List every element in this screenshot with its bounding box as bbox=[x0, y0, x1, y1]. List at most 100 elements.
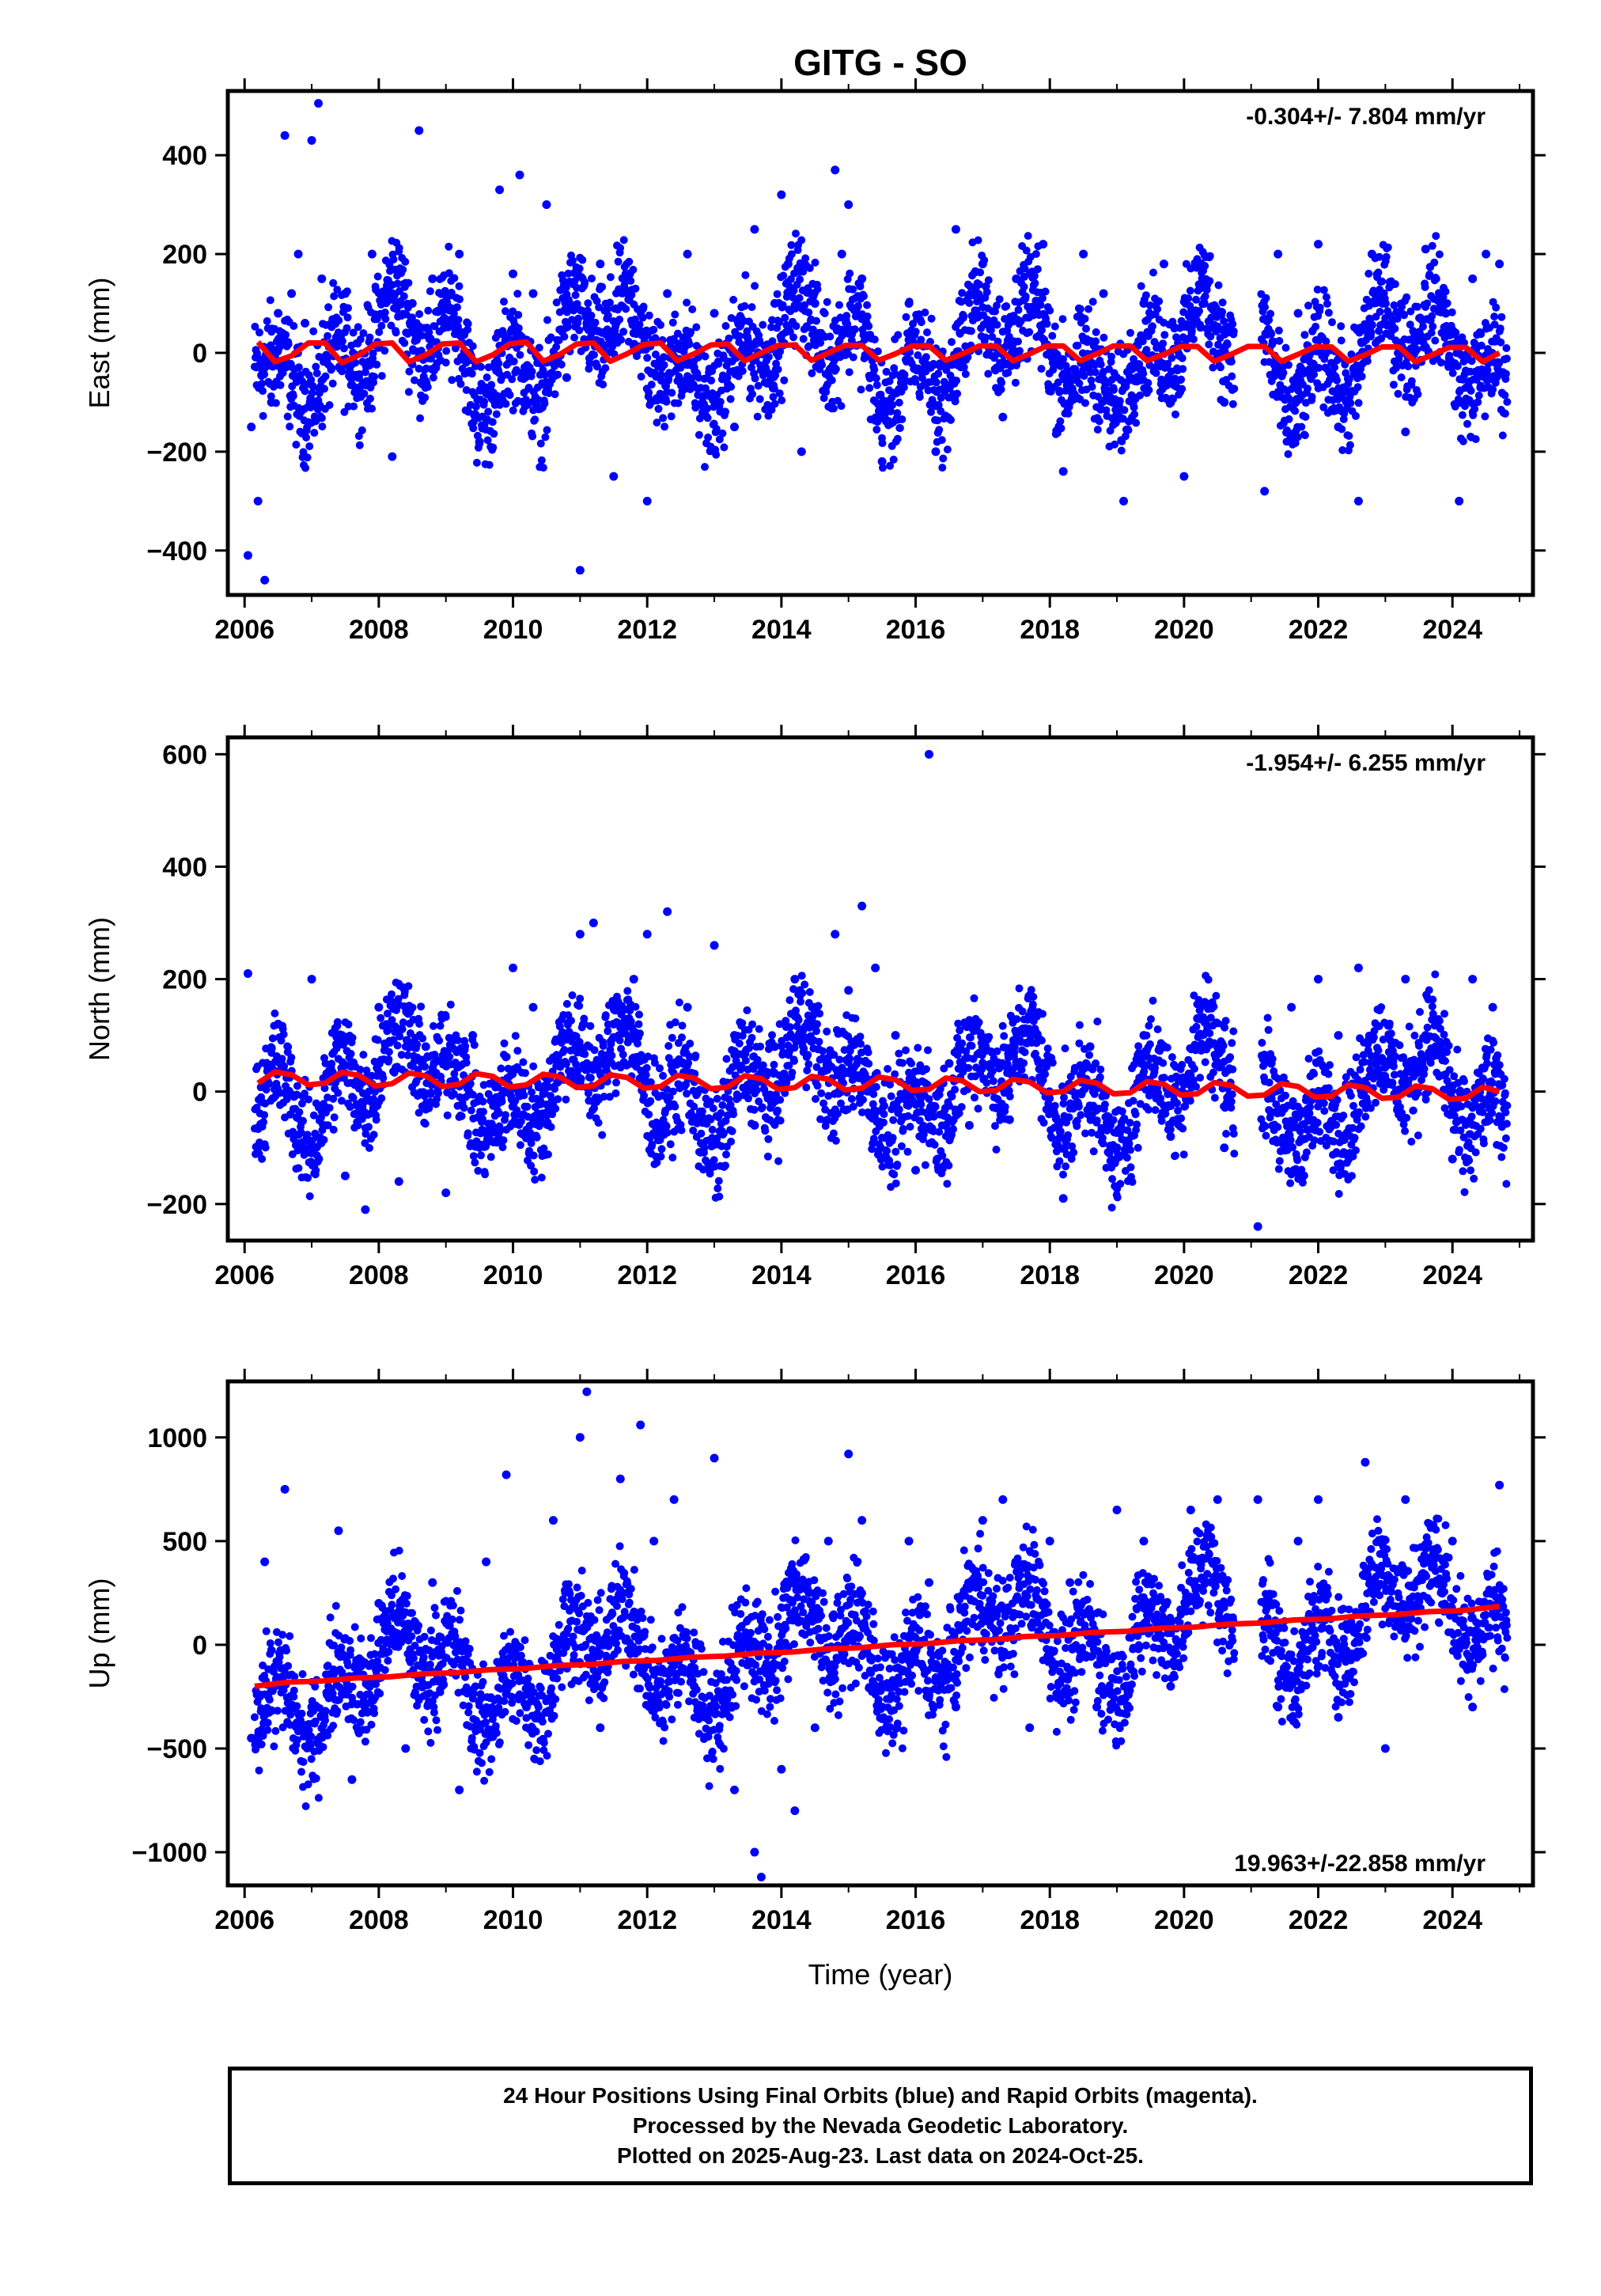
data-point bbox=[856, 1032, 865, 1041]
data-point bbox=[1139, 369, 1148, 378]
data-point bbox=[604, 305, 612, 313]
data-point bbox=[755, 336, 764, 345]
data-point bbox=[1079, 249, 1088, 259]
data-point bbox=[1401, 427, 1410, 437]
data-point bbox=[819, 394, 828, 403]
data-point bbox=[1380, 299, 1390, 309]
data-point bbox=[600, 1093, 608, 1101]
trend-line bbox=[255, 339, 1501, 366]
data-point bbox=[387, 321, 396, 330]
data-point bbox=[425, 328, 433, 336]
data-point bbox=[619, 1050, 627, 1059]
data-point bbox=[469, 1152, 478, 1161]
data-point bbox=[638, 313, 647, 322]
data-point bbox=[509, 307, 517, 316]
data-point bbox=[964, 1063, 973, 1072]
outlier-points bbox=[243, 99, 1504, 585]
data-point bbox=[820, 309, 829, 317]
data-point bbox=[1397, 373, 1406, 381]
data-point bbox=[454, 316, 463, 324]
data-point bbox=[377, 372, 386, 381]
data-point bbox=[377, 1013, 385, 1022]
data-point bbox=[793, 1022, 801, 1031]
data-point bbox=[1196, 324, 1205, 332]
data-point bbox=[604, 1027, 612, 1036]
data-point bbox=[539, 464, 547, 472]
data-point bbox=[377, 321, 386, 330]
data-point bbox=[289, 392, 297, 400]
data-point bbox=[1082, 324, 1090, 333]
data-point bbox=[1402, 293, 1411, 301]
data-point bbox=[601, 364, 610, 373]
data-point bbox=[1055, 388, 1064, 396]
data-point bbox=[527, 1139, 536, 1147]
data-point bbox=[1168, 354, 1176, 362]
data-point bbox=[1178, 354, 1187, 362]
data-point bbox=[743, 1006, 751, 1014]
data-point bbox=[663, 289, 672, 298]
data-point bbox=[429, 373, 437, 382]
data-point bbox=[943, 445, 952, 454]
data-point bbox=[770, 385, 778, 393]
data-point bbox=[543, 316, 551, 324]
data-point bbox=[857, 1040, 865, 1048]
data-point bbox=[826, 332, 835, 341]
data-point bbox=[448, 376, 456, 385]
data-point bbox=[333, 286, 342, 294]
data-point bbox=[398, 1025, 407, 1033]
data-point bbox=[1092, 337, 1100, 346]
data-point bbox=[303, 453, 312, 462]
data-point bbox=[642, 1070, 650, 1079]
data-point bbox=[870, 366, 879, 374]
data-point bbox=[464, 325, 472, 334]
data-point bbox=[1293, 433, 1302, 441]
data-point bbox=[1459, 437, 1467, 445]
data-point bbox=[949, 1125, 957, 1134]
data-point bbox=[712, 425, 721, 434]
data-point bbox=[556, 1063, 565, 1071]
data-point bbox=[562, 1095, 570, 1104]
data-point bbox=[953, 389, 962, 398]
data-point bbox=[1214, 340, 1222, 349]
data-point bbox=[369, 378, 378, 387]
data-point bbox=[829, 404, 838, 413]
data-point bbox=[930, 1140, 939, 1149]
data-point bbox=[1093, 426, 1102, 434]
data-point bbox=[653, 419, 661, 427]
data-point bbox=[773, 290, 782, 298]
data-point bbox=[1130, 403, 1138, 411]
data-point bbox=[788, 1068, 797, 1077]
data-point bbox=[988, 332, 997, 341]
data-point bbox=[974, 236, 982, 244]
data-point bbox=[782, 1017, 790, 1025]
data-point bbox=[293, 1082, 301, 1090]
data-point bbox=[562, 373, 571, 382]
data-point bbox=[1441, 287, 1450, 296]
data-point bbox=[417, 1002, 426, 1011]
north-panel: 2006 2008 2010 2012 2014 2016 2018 2020 2022 2024… bbox=[83, 725, 1546, 1290]
data-point bbox=[1441, 309, 1451, 318]
data-point bbox=[370, 373, 379, 381]
x-tick-label: 2020 bbox=[1154, 615, 1214, 645]
data-point bbox=[668, 318, 677, 327]
data-point bbox=[721, 1161, 729, 1170]
data-point bbox=[1357, 372, 1366, 381]
data-point bbox=[799, 267, 808, 276]
data-point bbox=[287, 1053, 296, 1062]
data-point bbox=[441, 319, 451, 328]
data-point bbox=[609, 472, 619, 481]
data-point bbox=[1428, 312, 1436, 320]
data-point bbox=[519, 1058, 528, 1067]
data-point bbox=[709, 1104, 717, 1112]
data-point bbox=[1432, 232, 1440, 241]
data-point bbox=[784, 1041, 793, 1050]
data-point bbox=[729, 422, 739, 432]
data-point bbox=[903, 1147, 912, 1156]
data-point bbox=[951, 1085, 959, 1094]
data-point bbox=[850, 325, 859, 334]
data-point bbox=[604, 311, 612, 320]
data-point bbox=[1297, 422, 1306, 431]
data-point bbox=[880, 1118, 888, 1127]
data-point bbox=[594, 1119, 603, 1127]
data-point bbox=[294, 363, 303, 372]
